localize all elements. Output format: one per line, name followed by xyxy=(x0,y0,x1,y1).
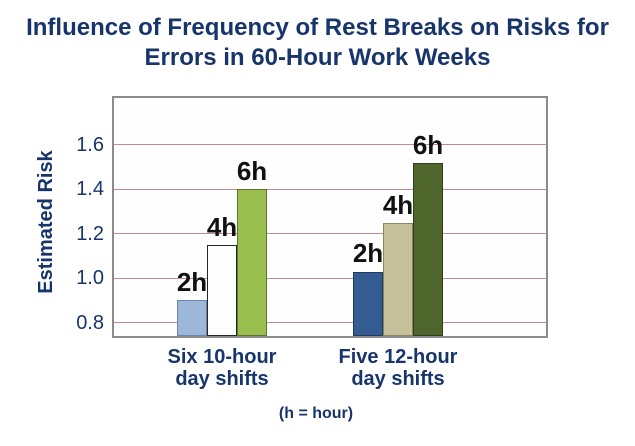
footnote: (h = hour) xyxy=(278,405,354,422)
bar-label-6h: 6h xyxy=(412,129,444,160)
y-tick-label: 1.0 xyxy=(76,267,104,290)
gridline xyxy=(114,322,546,324)
y-tick-label: 0.8 xyxy=(76,311,104,334)
x-category-label: Six 10-hour day shifts xyxy=(167,346,277,390)
bar-6h-group2 xyxy=(413,162,443,336)
bar-label-4h: 4h xyxy=(206,211,238,242)
bar-4h-group2 xyxy=(383,222,413,336)
bar-label-4h: 4h xyxy=(382,189,414,220)
y-tick-label: 1.4 xyxy=(76,178,104,201)
gridline xyxy=(114,233,546,235)
gridline xyxy=(114,144,546,146)
y-tick-label: 1.6 xyxy=(76,133,104,156)
bar-label-6h: 6h xyxy=(236,156,268,187)
x-category-label: Five 12-hour day shifts xyxy=(338,346,458,390)
y-tick-label: 1.2 xyxy=(76,222,104,245)
bar-6h-group1 xyxy=(237,189,267,336)
bar-2h-group1 xyxy=(177,300,207,336)
bar-4h-group1 xyxy=(207,244,237,336)
plot-area: 2h 4h 6h 2h 4h 6h xyxy=(112,96,548,338)
chart-title: Influence of Frequency of Rest Breaks on… xyxy=(26,14,609,71)
bar-label-2h: 2h xyxy=(352,238,384,269)
bar-label-2h: 2h xyxy=(176,267,208,298)
bar-2h-group2 xyxy=(353,271,383,336)
gridline xyxy=(114,188,546,190)
gridline xyxy=(114,277,546,279)
